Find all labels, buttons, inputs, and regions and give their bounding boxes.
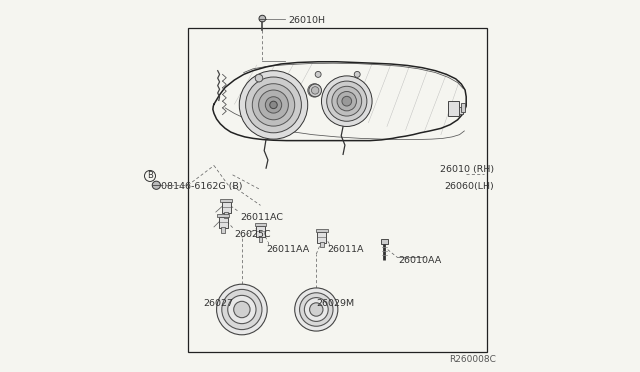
Bar bbox=[461, 103, 465, 112]
Bar bbox=[449, 101, 460, 116]
Circle shape bbox=[309, 84, 321, 97]
Bar bbox=[219, 217, 228, 228]
Circle shape bbox=[239, 71, 308, 139]
Text: 26010 (RH): 26010 (RH) bbox=[440, 165, 494, 174]
Bar bbox=[255, 223, 266, 226]
Circle shape bbox=[152, 181, 161, 189]
Circle shape bbox=[294, 288, 338, 331]
Text: R260008C: R260008C bbox=[449, 355, 495, 364]
Bar bbox=[225, 212, 228, 218]
Bar bbox=[188, 28, 488, 352]
Text: 26011AA: 26011AA bbox=[266, 245, 309, 254]
Circle shape bbox=[259, 90, 289, 120]
Text: B: B bbox=[147, 171, 153, 180]
Bar bbox=[220, 199, 232, 202]
Circle shape bbox=[255, 74, 262, 82]
Circle shape bbox=[312, 87, 319, 94]
Circle shape bbox=[321, 76, 372, 126]
Text: 26025C: 26025C bbox=[234, 230, 271, 239]
Circle shape bbox=[337, 92, 356, 111]
Text: 08146-6162G (B): 08146-6162G (B) bbox=[161, 182, 243, 190]
Bar bbox=[222, 202, 231, 213]
Bar bbox=[317, 232, 326, 243]
Text: 26010H: 26010H bbox=[289, 16, 325, 25]
Bar bbox=[256, 226, 265, 237]
Circle shape bbox=[300, 293, 333, 326]
Bar bbox=[316, 229, 328, 232]
Circle shape bbox=[246, 77, 301, 133]
Circle shape bbox=[310, 86, 319, 94]
Text: 26010AA: 26010AA bbox=[398, 256, 442, 265]
Circle shape bbox=[270, 101, 277, 109]
Circle shape bbox=[354, 71, 360, 77]
Circle shape bbox=[308, 84, 321, 97]
Bar bbox=[320, 242, 324, 247]
Text: 26011A: 26011A bbox=[328, 245, 364, 254]
Circle shape bbox=[234, 301, 250, 318]
Circle shape bbox=[305, 298, 328, 321]
Text: 26029M: 26029M bbox=[316, 299, 355, 308]
Circle shape bbox=[259, 15, 266, 22]
Circle shape bbox=[315, 71, 321, 77]
Circle shape bbox=[310, 303, 323, 316]
Circle shape bbox=[216, 284, 267, 335]
Circle shape bbox=[252, 84, 294, 126]
Bar bbox=[221, 227, 225, 232]
Bar bbox=[381, 239, 388, 244]
Bar bbox=[259, 237, 262, 242]
Text: 26060(LH): 26060(LH) bbox=[444, 182, 494, 190]
Text: 26027: 26027 bbox=[203, 299, 233, 308]
Circle shape bbox=[266, 97, 282, 113]
Circle shape bbox=[222, 289, 262, 330]
Text: 26011AC: 26011AC bbox=[240, 213, 283, 222]
Circle shape bbox=[255, 74, 262, 82]
Circle shape bbox=[326, 81, 367, 121]
Circle shape bbox=[342, 96, 351, 106]
Bar bbox=[218, 214, 229, 217]
Circle shape bbox=[332, 86, 362, 116]
Circle shape bbox=[228, 295, 256, 324]
Bar bbox=[460, 107, 463, 114]
